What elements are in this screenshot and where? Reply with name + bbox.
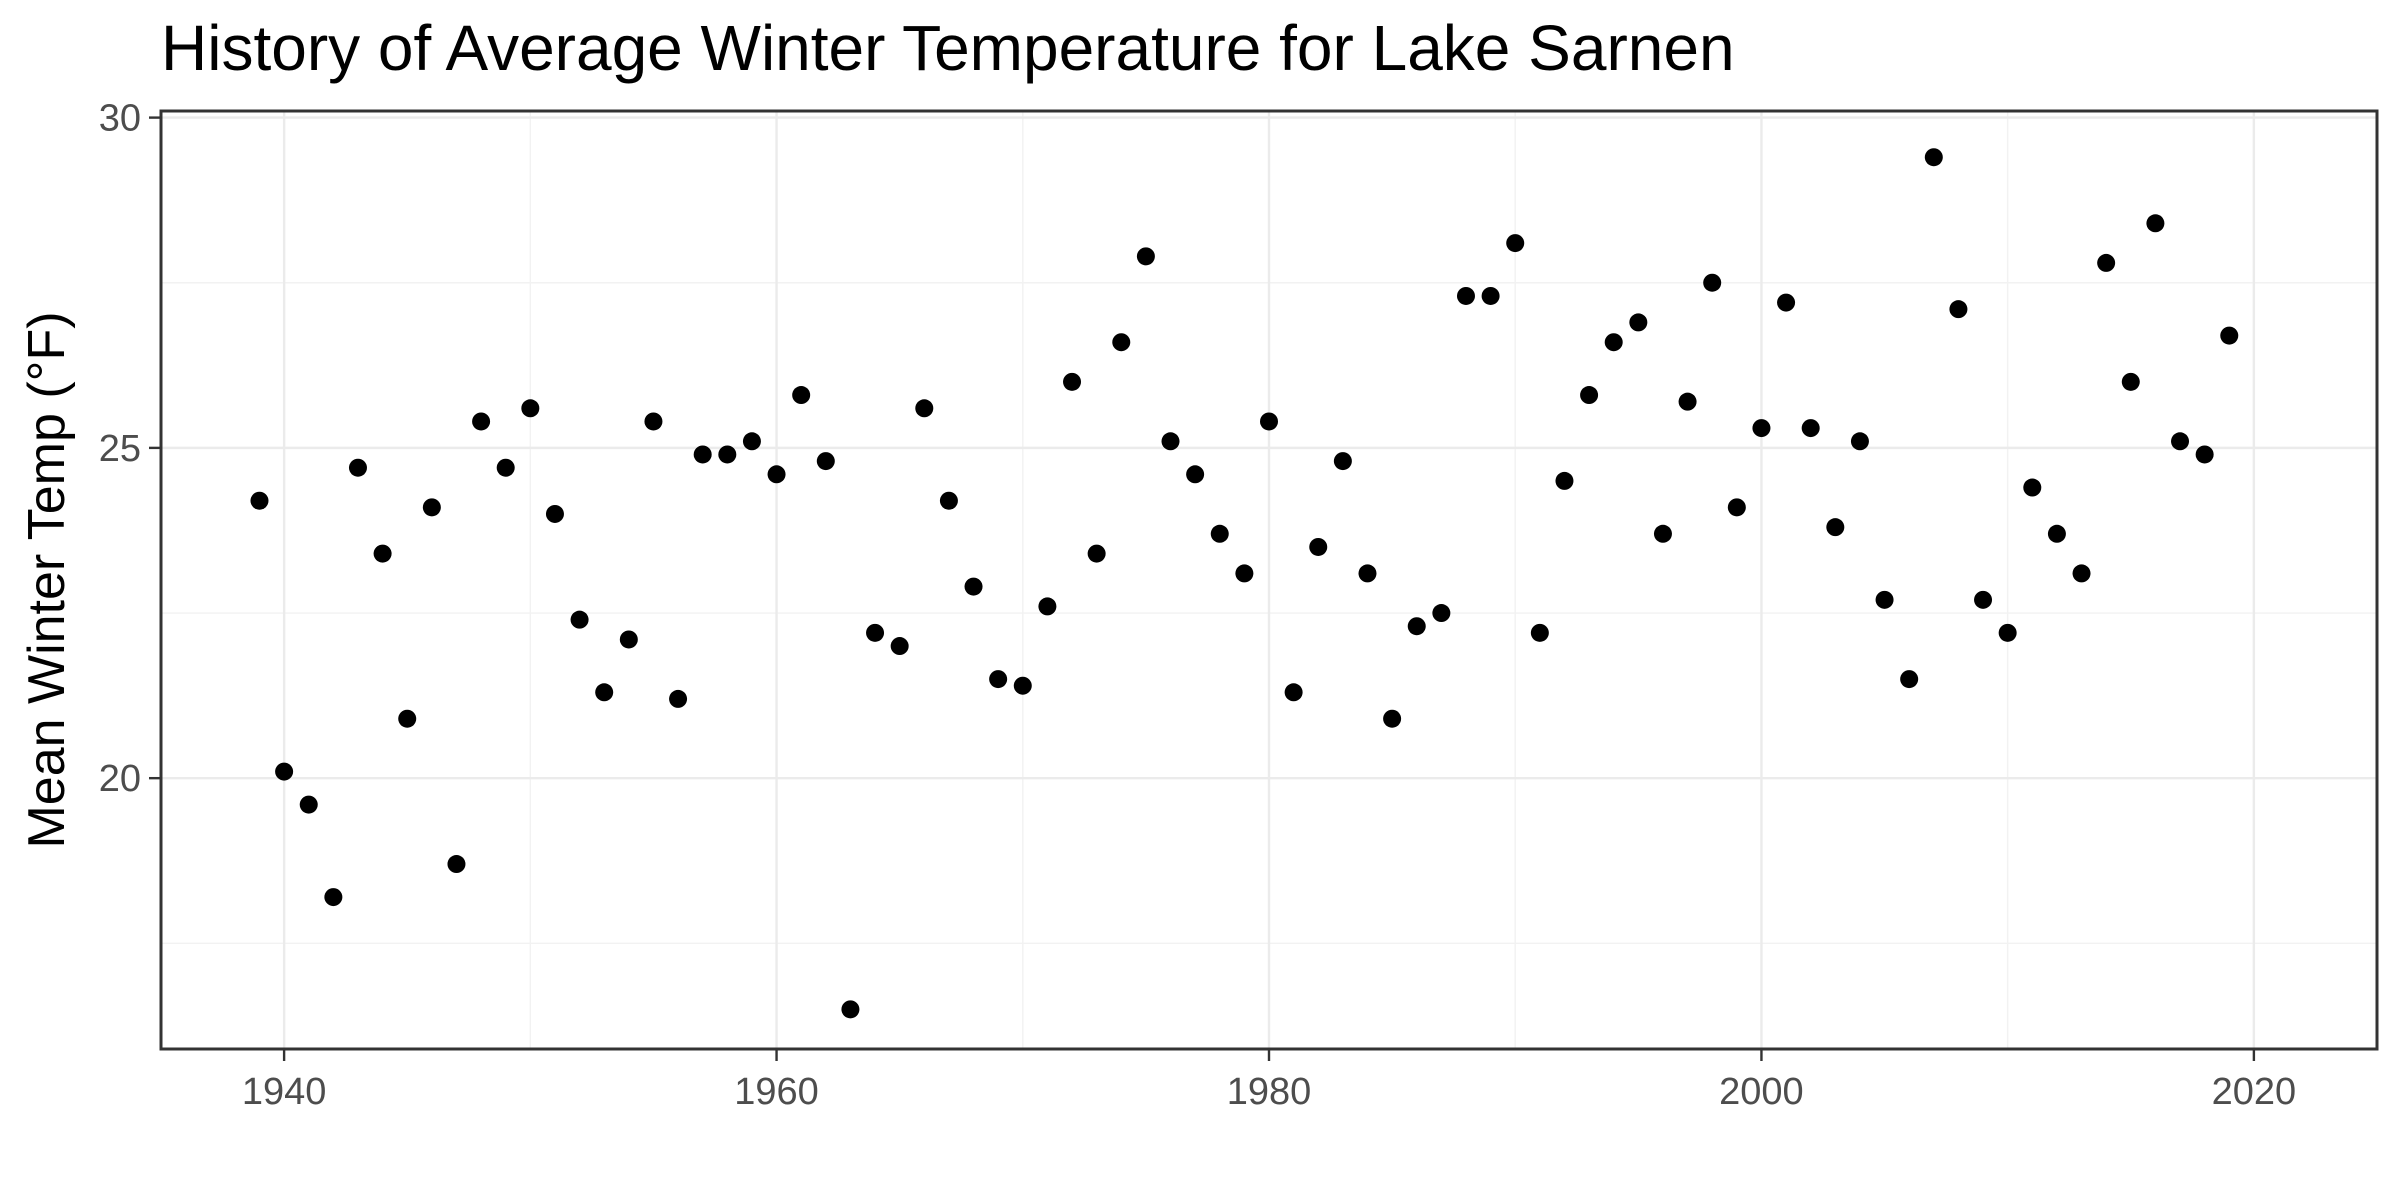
data-point <box>1924 148 1943 167</box>
data-point <box>1260 412 1278 431</box>
data-point <box>1850 432 1869 451</box>
data-point <box>2121 372 2140 391</box>
data-point <box>1555 471 1574 490</box>
x-tick-label: 1940 <box>242 1071 327 1113</box>
data-point <box>693 445 712 464</box>
data-point <box>1974 590 1993 609</box>
data-point <box>1727 498 1746 517</box>
y-tick-label: 20 <box>99 758 141 800</box>
y-axis-title: Mean Winter Temp (°F) <box>18 311 76 848</box>
data-point <box>496 458 515 477</box>
data-point <box>1801 419 1820 438</box>
data-points <box>250 148 2239 1019</box>
data-point <box>1432 604 1451 623</box>
data-point <box>2220 326 2239 345</box>
data-point <box>841 1000 860 1019</box>
grid-lines <box>161 111 2377 1049</box>
x-tick-label: 2020 <box>2212 1071 2297 1113</box>
data-point <box>250 491 269 510</box>
data-point <box>545 504 564 523</box>
data-point <box>1013 676 1032 695</box>
data-point <box>1186 465 1205 484</box>
data-point <box>1235 564 1254 583</box>
data-point <box>422 498 441 517</box>
data-point <box>1506 234 1525 253</box>
data-point <box>2195 445 2214 464</box>
data-point <box>1063 372 1082 391</box>
data-point <box>1949 300 1968 319</box>
data-point <box>1900 670 1919 689</box>
data-point <box>1530 623 1549 642</box>
data-point <box>1629 313 1648 332</box>
data-point <box>890 637 909 656</box>
x-tick-label: 1960 <box>734 1071 819 1113</box>
data-point <box>1358 564 1377 583</box>
data-point <box>1407 617 1426 636</box>
data-point <box>2072 564 2091 583</box>
data-point <box>2023 478 2042 497</box>
data-point <box>1383 709 1402 728</box>
chart-title: History of Average Winter Temperature fo… <box>161 12 1735 84</box>
x-axis: 1940 1960 1980 2000 2020 <box>242 1049 2296 1113</box>
y-tick-label: 25 <box>99 428 141 470</box>
data-point <box>1481 286 1500 305</box>
data-point <box>299 795 318 814</box>
data-point <box>1580 386 1599 405</box>
data-point <box>1777 293 1796 312</box>
data-point <box>619 630 638 649</box>
data-point <box>915 399 934 418</box>
data-point <box>644 412 663 431</box>
data-point <box>1826 518 1845 537</box>
data-point <box>718 445 737 464</box>
data-point <box>792 386 811 405</box>
data-point <box>1112 333 1131 352</box>
data-point <box>1456 286 1475 305</box>
data-point <box>1604 333 1623 352</box>
data-point <box>989 670 1008 689</box>
data-point <box>1161 432 1180 451</box>
data-point <box>1087 544 1106 563</box>
x-tick-label: 1980 <box>1227 1071 1312 1113</box>
data-point <box>669 689 688 708</box>
data-point <box>1210 524 1229 543</box>
data-point <box>1309 537 1328 556</box>
data-point <box>275 762 294 781</box>
data-point <box>1875 590 1894 609</box>
data-point <box>398 709 417 728</box>
data-point <box>373 544 392 563</box>
x-tick-label: 2000 <box>1719 1071 1804 1113</box>
data-point <box>595 683 614 702</box>
y-tick-label: 30 <box>99 98 141 140</box>
data-point <box>1653 524 1672 543</box>
data-point <box>2146 214 2165 233</box>
data-point <box>1284 683 1303 702</box>
data-point <box>2047 524 2066 543</box>
data-point <box>767 465 786 484</box>
data-point <box>2097 253 2116 272</box>
data-point <box>1136 247 1155 266</box>
data-point <box>866 623 885 642</box>
data-point <box>348 458 367 477</box>
data-point <box>2171 432 2190 451</box>
data-point <box>324 888 343 907</box>
data-point <box>1038 597 1057 616</box>
data-point <box>964 577 983 596</box>
data-point <box>939 491 958 510</box>
data-point <box>1678 392 1697 411</box>
data-point <box>570 610 589 629</box>
data-point <box>816 452 835 471</box>
data-point <box>447 855 466 874</box>
data-point <box>1998 623 2017 642</box>
data-point <box>521 399 540 418</box>
data-point <box>1703 273 1722 292</box>
data-point <box>472 412 491 431</box>
data-point <box>1752 419 1771 438</box>
y-axis: 20 25 30 <box>99 98 161 800</box>
data-point <box>742 432 761 451</box>
data-point <box>1333 452 1352 471</box>
